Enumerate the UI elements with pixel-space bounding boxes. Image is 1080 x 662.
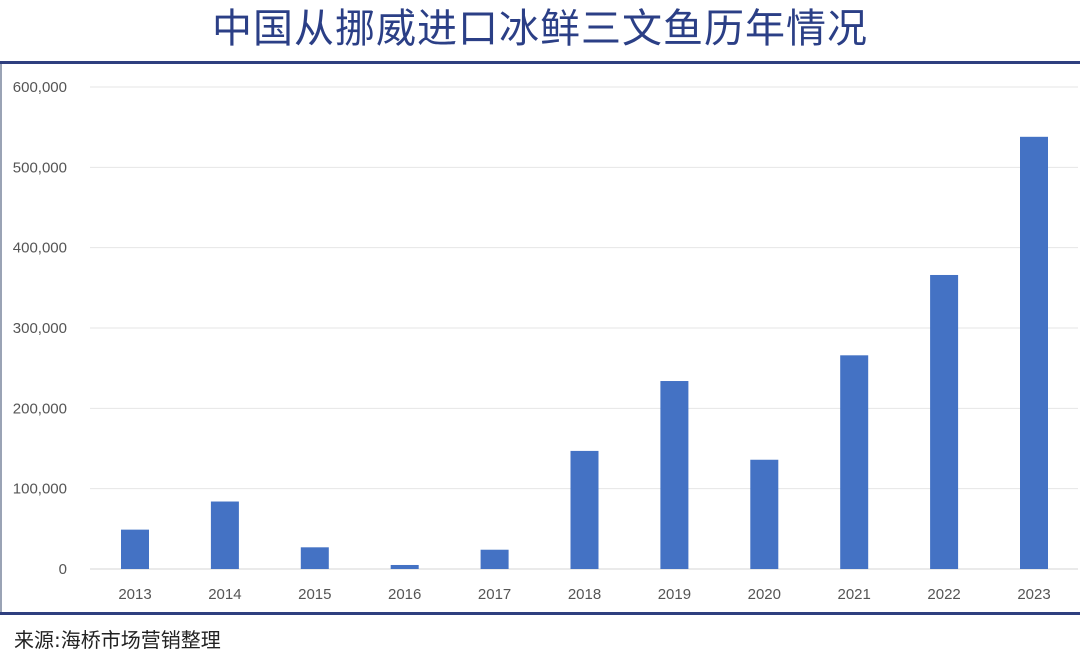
y-tick-label: 400,000 [13,240,67,257]
x-tick-label: 2022 [927,586,960,603]
bar-2015 [300,547,329,569]
bar-2021 [840,355,869,569]
x-tick-label: 2013 [118,586,151,603]
x-tick-labels: 2013 2014 2015 2016 2017 2018 2019 2020 2021 2022… [118,586,1050,603]
bar-2018 [570,450,599,569]
bar-2016 [390,564,419,569]
x-tick-label: 2016 [388,586,421,603]
x-tick-label: 2015 [298,586,331,603]
bars [121,136,1048,569]
x-tick-label: 2017 [478,586,511,603]
x-tick-label: 2021 [838,586,871,603]
x-tick-label: 2020 [748,586,781,603]
bar-2023 [1020,136,1048,569]
x-tick-label: 2023 [1017,586,1050,603]
y-tick-label: 200,000 [13,400,67,417]
title-underline [0,61,1080,64]
x-tick-label: 2019 [658,586,691,603]
chart-frame-left [0,64,2,612]
y-tick-label: 500,000 [13,159,67,176]
bar-2014 [210,501,239,569]
bar-2020 [750,459,779,569]
y-tick-label: 600,000 [13,79,67,96]
x-tick-label: 2018 [568,586,601,603]
y-tick-label: 300,000 [13,320,67,337]
bar-chart: 0 100,000 200,000 300,000 400,000 500,000 600,… [13,79,1078,603]
bar-2013 [121,529,149,569]
y-tick-labels: 0 100,000 200,000 300,000 400,000 500,000 600,… [13,79,67,578]
x-tick-label: 2014 [208,586,241,603]
bar-2019 [660,381,689,569]
bar-2017 [480,549,509,569]
bar-2022 [930,274,959,569]
chart-bottom-rule [0,612,1080,615]
source-note: 来源:海桥市场营销整理 [14,628,221,652]
y-tick-label: 0 [59,561,67,578]
y-tick-label: 100,000 [13,481,67,498]
chart-title: 中国从挪威进口冰鲜三文鱼历年情况 [212,6,868,52]
